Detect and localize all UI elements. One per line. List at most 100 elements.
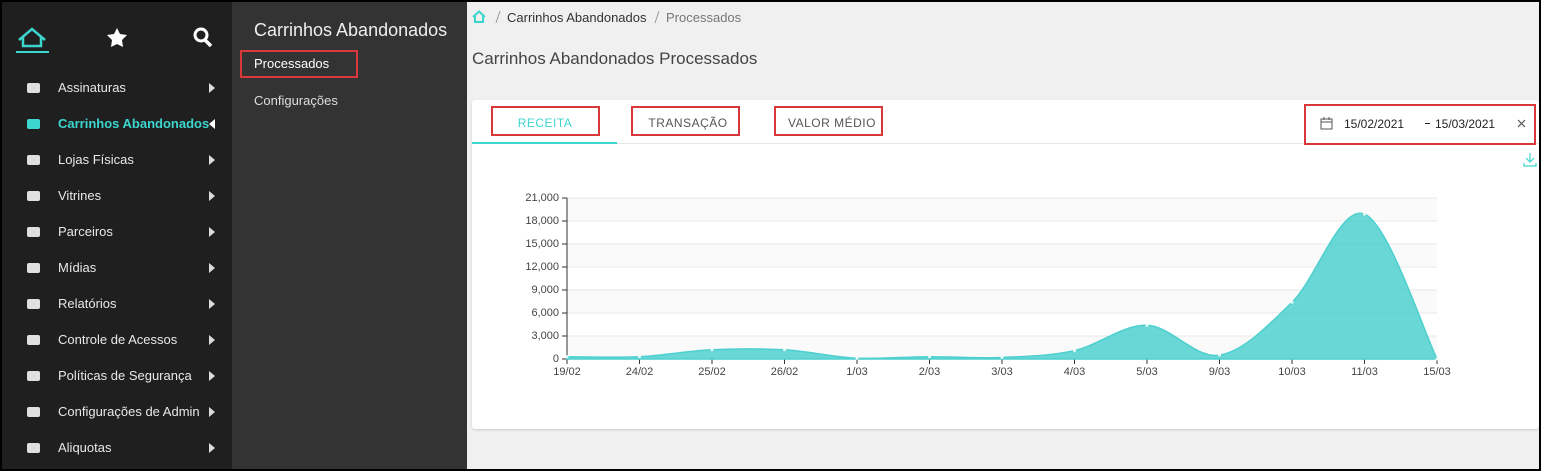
active-tab-indicator <box>472 142 617 144</box>
menu-arrow <box>209 83 215 93</box>
date-range[interactable] <box>1304 104 1536 145</box>
menu-arrow <box>209 227 215 237</box>
menu-icon <box>27 443 40 453</box>
menu-icon <box>27 191 40 201</box>
calendar-icon[interactable] <box>1320 117 1334 131</box>
grid-band <box>567 244 1437 267</box>
clear-button[interactable] <box>1517 119 1527 129</box>
menu-icon <box>27 263 40 273</box>
grid-band <box>567 290 1437 313</box>
data-point <box>710 348 714 352</box>
menu-item[interactable]: Aliquotas <box>58 440 112 455</box>
x-tick-label: 9/03 <box>1209 366 1230 378</box>
highlight <box>491 106 600 136</box>
start-date[interactable]: 15/02/2021 <box>1344 117 1405 131</box>
breadcrumb-current: Processados <box>666 10 742 25</box>
x-tick-label: 4/03 <box>1064 366 1085 378</box>
submenu-item[interactable]: Processados <box>254 56 330 71</box>
data-point <box>1363 212 1366 216</box>
submenu-item[interactable]: Configurações <box>254 93 338 108</box>
submenu-title: Carrinhos Abandonados <box>254 20 448 40</box>
menu-icon <box>27 119 40 129</box>
page-title: Carrinhos Abandonados Processados <box>472 49 758 68</box>
menu-arrow <box>209 155 215 165</box>
menu-item[interactable]: Mídias <box>58 260 97 275</box>
x-tick-label: 25/02 <box>698 366 726 378</box>
menu-item[interactable]: Políticas de Segurança <box>58 368 192 383</box>
data-point <box>855 356 859 360</box>
data-point <box>928 355 931 359</box>
download-icon[interactable] <box>1523 152 1539 168</box>
data-point <box>1290 300 1294 304</box>
tab[interactable]: RECEITA <box>517 116 573 130</box>
highlight <box>774 106 883 136</box>
data-point <box>783 348 786 352</box>
menu-arrow <box>209 119 215 129</box>
search-icon[interactable] <box>193 27 209 43</box>
x-tick-label: 3/03 <box>991 366 1012 378</box>
top-icons <box>16 27 213 53</box>
menu-icon <box>27 299 40 309</box>
menu-arrow <box>209 191 215 201</box>
y-tick-label: 9,000 <box>531 284 559 296</box>
menu-item[interactable]: Controle de Acessos <box>58 332 178 347</box>
sidebar: Assinaturas Carrinhos Abandonados Lojas Fí… <box>2 2 232 469</box>
x-tick-label: 15/03 <box>1423 366 1451 378</box>
tab[interactable]: TRANSAÇÃO <box>648 116 728 130</box>
data-point <box>1435 357 1439 361</box>
grid-band <box>567 198 1437 221</box>
menu-item[interactable]: Relatórios <box>58 296 117 311</box>
star-icon[interactable] <box>107 28 127 47</box>
menu-item[interactable]: Assinaturas <box>58 80 126 95</box>
menu-item[interactable]: Configurações de Admin <box>58 404 200 419</box>
data-point <box>638 355 641 359</box>
home-icon[interactable] <box>472 10 486 24</box>
menu-item[interactable]: Vitrines <box>58 188 102 203</box>
x-tick-label: 5/03 <box>1136 366 1157 378</box>
data-point <box>1073 349 1076 353</box>
menu-arrow <box>209 407 215 417</box>
home-icon[interactable] <box>18 27 46 48</box>
y-tick-label: 12,000 <box>525 261 559 273</box>
y-tick-label: 6,000 <box>531 307 559 319</box>
data-point <box>1145 323 1149 327</box>
x-tick-label: 1/03 <box>846 366 867 378</box>
highlight <box>631 106 740 136</box>
menu-icon <box>27 83 40 93</box>
breadcrumb-link[interactable]: Carrinhos Abandonados <box>507 10 647 25</box>
x-tick-label: 11/03 <box>1351 366 1378 378</box>
menu-icon <box>27 227 40 237</box>
menu-icon <box>27 407 40 417</box>
data-point <box>1000 355 1004 359</box>
menu-arrow <box>209 443 215 453</box>
range-dash <box>1425 123 1430 124</box>
submenu-panel: Carrinhos Abandonados Processados Configu… <box>232 2 467 469</box>
tab[interactable]: VALOR MÉDIO <box>788 116 876 130</box>
data-point <box>1218 353 1221 357</box>
y-tick-label: 21,000 <box>525 192 559 204</box>
y-tick-label: 15,000 <box>525 238 559 250</box>
menu-arrow <box>209 263 215 273</box>
x-tick-label: 24/02 <box>626 366 654 378</box>
y-tick-label: 3,000 <box>531 330 559 342</box>
menu-arrow <box>209 335 215 345</box>
menu-item[interactable]: Lojas Físicas <box>58 152 134 167</box>
x-tick-label: 2/03 <box>919 366 940 378</box>
menu-item[interactable]: Carrinhos Abandonados <box>58 116 210 131</box>
y-tick-label: 0 <box>553 353 559 365</box>
x-tick-label: 10/03 <box>1278 366 1306 378</box>
menu-arrow <box>209 371 215 381</box>
separator <box>495 10 501 24</box>
highlight <box>240 50 358 78</box>
menu-arrow <box>209 299 215 309</box>
data-point <box>565 355 569 359</box>
menu-icon <box>27 371 40 381</box>
menu-icon <box>27 155 40 165</box>
x-tick-label: 26/02 <box>771 366 799 378</box>
end-date[interactable]: 15/03/2021 <box>1435 117 1496 131</box>
x-tick-label: 19/02 <box>553 366 581 378</box>
menu-item[interactable]: Parceiros <box>58 224 113 239</box>
y-tick-label: 18,000 <box>525 215 559 227</box>
